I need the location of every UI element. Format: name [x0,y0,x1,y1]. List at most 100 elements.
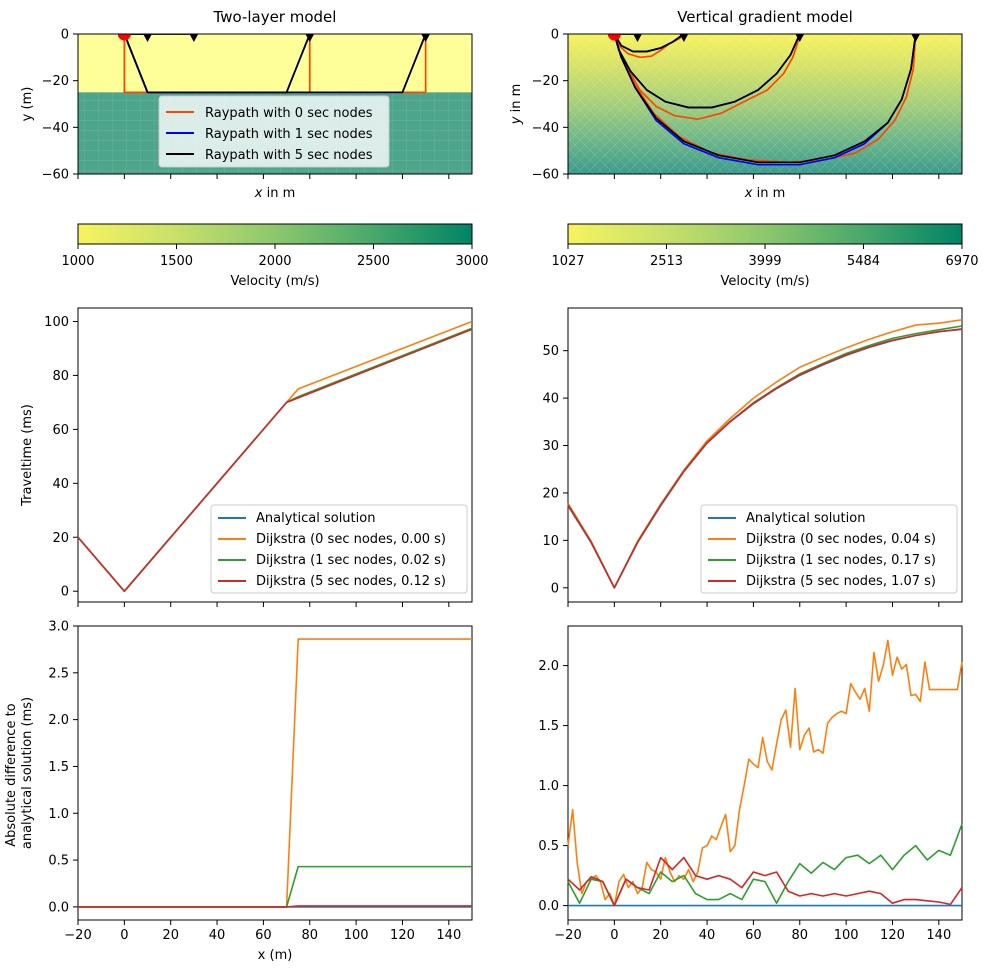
legend-box [700,504,958,594]
legend-label-dijkstra0: Dijkstra (0 sec nodes, 0.00 s) [256,532,446,547]
gradient-ytick-label: −40 [532,121,559,136]
two-layer-model-frame [77,33,473,175]
colorbar-gradient-tick-label: 5484 [847,254,880,269]
gradient-ytick-label: 0 [551,28,559,43]
colorbar-gradient-tick-label: 3999 [748,254,781,269]
legend-label-dijkstra1: Dijkstra (1 sec nodes, 0.02 s) [256,553,446,568]
traveltime-ylabel: Traveltime (ms) [20,404,35,507]
colorbar-two-layer-bar [77,223,473,245]
traveltime-gradient-ytick-label: 10 [542,534,559,549]
traveltime-gradient-ytick-label: 50 [542,344,559,359]
difference-two-layer-series-dijkstra5 [78,905,472,908]
difference-gradient-xtick-label: 0 [610,928,618,943]
two-layer-ytick-label: −40 [42,121,69,136]
receiver-triangle-icon [795,34,805,42]
two-layer-ylabel: y (m) [20,87,35,122]
colorbar-gradient-bar [567,223,963,245]
receiver-triangle-icon [679,34,689,42]
colorbar-two-layer: 1000 1500 2000 2500 3000 Velocity (m/s) [61,223,489,289]
difference-two-layer-ytick-label: 0.0 [48,900,69,915]
gradient-raypath-ray5 [613,34,801,109]
traveltime-two-layer-ytick-label: 80 [52,369,69,384]
legend-label-analytical: Analytical solution [256,511,375,526]
legend-label-ray5: Raypath with 5 sec nodes [205,148,373,163]
difference-two-layer-xtick-label: 100 [344,928,369,943]
difference-two-layer-xtick-label: 80 [301,928,318,943]
difference-ylabel-line2: analytical solution (ms) [20,697,35,849]
difference-gradient-series-dijkstra0 [567,639,963,907]
legend-label-ray1: Raypath with 1 sec nodes [205,127,373,142]
difference-two-layer-ytick-label: 0.5 [48,854,69,869]
colorbar-gradient-tick-label: 2513 [650,254,683,269]
gradient-y-ticks: 0 −20 −40 −60 [532,28,568,183]
difference-two-layer-ytick-label: 2.0 [48,713,69,728]
traveltime-gradient-legend: Analytical solution Dijkstra (0 sec node… [700,504,958,594]
difference-gradient-xtick-label: 40 [699,928,716,943]
gradient-xlabel: x in m [744,186,785,201]
difference-two-layer-panel: 0.0 0.5 1.0 1.5 2.0 2.5 3.0 −20 0 20 40 60 80 100 120 1… [4,620,473,963]
difference-gradient-lines [567,639,963,907]
traveltime-two-layer-ytick-label: 20 [52,531,69,546]
traveltime-two-layer-series-dijkstra5 [77,328,473,593]
legend-label-ray0: Raypath with 0 sec nodes [205,106,373,121]
difference-gradient-xtick-label: 100 [834,928,859,943]
colorbar-two-layer-tick-label: 1000 [61,254,94,269]
legend-label-dijkstra5: Dijkstra (5 sec nodes, 0.12 s) [256,574,446,589]
traveltime-gradient-panel: 0 10 20 30 40 50 Analytical solution Dijkstra… [542,307,963,607]
colorbar-two-layer-tick-label: 3000 [455,254,488,269]
difference-two-layer-xtick-label: 140 [436,928,461,943]
gradient-markers [607,34,921,42]
two-layer-model-title: Two-layer model [213,8,337,26]
receiver-triangle-icon [143,34,152,42]
difference-two-layer-ytick-label: 3.0 [48,620,69,635]
receiver-triangle-icon [633,34,642,42]
difference-two-layer-xtick-label: 0 [120,928,128,943]
legend-box [210,504,468,594]
traveltime-two-layer-ticks: 0 20 40 60 80 100 [44,315,450,607]
two-layer-ytick-label: 0 [61,28,69,43]
two-layer-ytick-label: −20 [42,74,69,89]
two-layer-xlabel: x in m [254,186,295,201]
upper-layer [78,34,472,93]
colorbar-gradient: 1027 2513 3999 5484 6970 Velocity (m/s) [551,223,979,289]
difference-two-layer-xtick-label: 60 [255,928,272,943]
two-layer-legend: Raypath with 0 sec nodes Raypath with 1 … [158,95,390,168]
difference-two-layer-ytick-label: 2.5 [48,666,69,681]
traveltime-two-layer-legend: Analytical solution Dijkstra (0 sec node… [210,504,468,594]
gradient-model-frame [567,33,963,175]
two-layer-y-ticks: 0 −20 −40 −60 [42,28,78,183]
difference-gradient-ytick-label: 0.5 [538,839,559,854]
difference-gradient-xtick-label: 120 [880,928,905,943]
difference-gradient-xtick-label: 80 [791,928,808,943]
difference-gradient-ytick-label: 2.0 [538,659,559,674]
traveltime-gradient-series-dijkstra5 [567,328,963,589]
difference-gradient-xtick-label: −20 [554,928,581,943]
difference-gradient-xtick-label: 60 [745,928,762,943]
difference-gradient-ytick-label: 1.0 [538,779,559,794]
difference-xlabel: x (m) [258,948,293,963]
difference-ylabel: Absolute difference to analytical soluti… [4,697,35,849]
gradient-raypaths [613,34,917,166]
legend-label-analytical: Analytical solution [746,511,865,526]
difference-two-layer-xtick-label: 20 [162,928,179,943]
difference-two-layer-xtick-label: 120 [390,928,415,943]
difference-gradient-frame [567,625,963,921]
colorbar-two-layer-ticks: 1000 1500 2000 2500 3000 [61,244,489,269]
gradient-ytick-label: −60 [532,168,559,183]
two-layer-raypaths [123,34,427,94]
traveltime-gradient-lines [567,319,963,589]
traveltime-gradient-ticks: 0 10 20 30 40 50 [542,344,940,607]
traveltime-gradient-ytick-label: 20 [542,486,559,501]
traveltime-gradient-ytick-label: 0 [551,581,559,596]
difference-two-layer-xtick-label: −20 [64,928,91,943]
source-marker [607,34,621,41]
legend-label-dijkstra0: Dijkstra (0 sec nodes, 0.04 s) [746,532,936,547]
receiver-triangle-icon [421,34,431,42]
source-marker [117,34,131,41]
two-layer-x-ticks [77,174,450,179]
two-layer-model-panel: Two-layer model 0−20−40−60 y (m) x in m … [20,8,473,201]
difference-gradient-ytick-label: 1.5 [538,719,559,734]
difference-gradient-ticks: 0.0 0.5 1.0 1.5 2.0 −20 0 20 40 60 80 100 120 140 [538,659,951,943]
gradient-ylabel: y in m [509,84,524,125]
